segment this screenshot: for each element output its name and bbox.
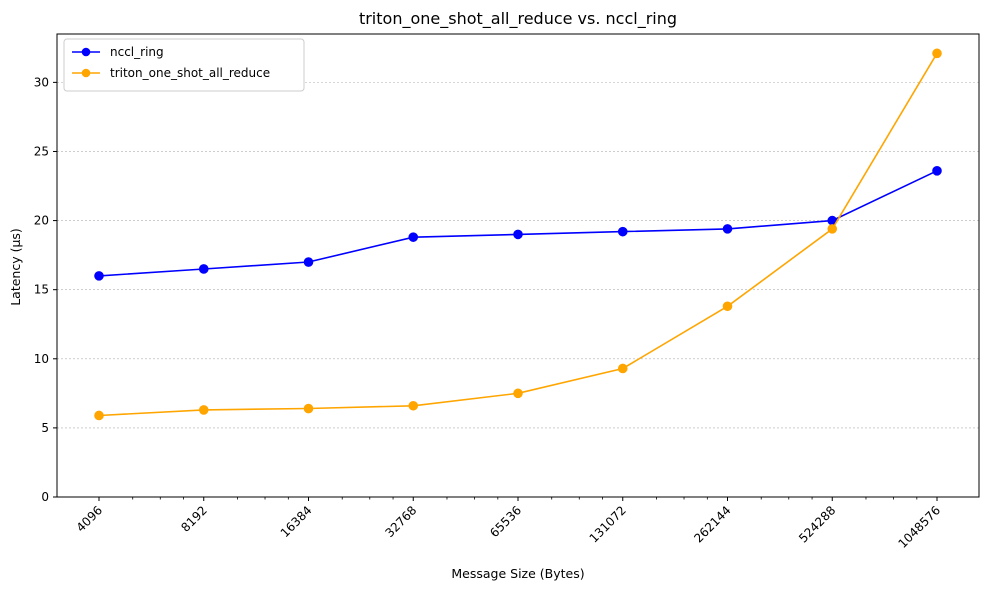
data-point-triton_one_shot_all_reduce xyxy=(827,224,838,234)
chart-title: triton_one_shot_all_reduce vs. nccl_ring xyxy=(359,9,677,29)
axes: 0 5 10 15 20 25 30 4096 8192 16384 32768 65536 13107… xyxy=(34,33,980,551)
legend-frame xyxy=(63,38,305,92)
data-point-nccl_ring xyxy=(513,229,523,240)
data-point-nccl_ring xyxy=(722,224,733,234)
grid-lines xyxy=(57,82,979,429)
data-point-triton_one_shot_all_reduce xyxy=(408,400,419,411)
y-tick-label: 10 xyxy=(34,352,49,366)
legend-label-nccl_ring: nccl_ring xyxy=(110,45,164,59)
legend-label-triton_one_shot_all_reduce: triton_one_shot_all_reduce xyxy=(110,66,270,80)
data-point-nccl_ring xyxy=(617,226,628,237)
data-point-triton_one_shot_all_reduce xyxy=(513,388,523,399)
data-point-triton_one_shot_all_reduce xyxy=(198,405,209,415)
y-tick-label: 20 xyxy=(34,214,49,228)
x-tick-label: 524288 xyxy=(796,503,838,545)
x-tick-label: 65536 xyxy=(487,503,524,540)
legend: nccl_ring triton_one_shot_all_reduce xyxy=(63,38,305,92)
plot-frame xyxy=(56,33,980,498)
x-axis-label: Message Size (Bytes) xyxy=(451,566,584,581)
y-tick-label: 15 xyxy=(34,283,49,297)
data-point-triton_one_shot_all_reduce xyxy=(722,301,733,312)
y-tick-label: 5 xyxy=(41,421,49,435)
data-point-triton_one_shot_all_reduce xyxy=(617,363,628,374)
y-tick-label: 25 xyxy=(34,144,49,158)
data-point-nccl_ring xyxy=(303,257,314,267)
series-lines xyxy=(94,48,942,421)
x-tick-label: 16384 xyxy=(278,503,315,540)
x-tick-label: 8192 xyxy=(178,503,209,534)
x-tick-label: 131072 xyxy=(587,503,629,545)
data-point-triton_one_shot_all_reduce xyxy=(932,48,942,59)
data-point-nccl_ring xyxy=(198,264,209,274)
legend-marker-nccl_ring xyxy=(81,47,91,57)
data-point-nccl_ring xyxy=(94,271,104,281)
data-point-triton_one_shot_all_reduce xyxy=(94,410,104,421)
x-tick-label: 262144 xyxy=(691,503,733,545)
x-tick-label: 4096 xyxy=(74,503,105,534)
y-tick-label: 0 xyxy=(41,490,49,504)
legend-marker-triton_one_shot_all_reduce xyxy=(81,68,91,78)
data-point-nccl_ring xyxy=(408,232,419,242)
y-axis-label: Latency (µs) xyxy=(8,228,23,306)
x-tick-label: 32768 xyxy=(382,503,419,540)
y-tick-label: 30 xyxy=(34,75,49,89)
data-point-triton_one_shot_all_reduce xyxy=(303,403,314,414)
series-line-nccl_ring xyxy=(98,170,938,277)
x-tick-label: 1048576 xyxy=(895,503,943,551)
data-point-nccl_ring xyxy=(932,166,942,176)
